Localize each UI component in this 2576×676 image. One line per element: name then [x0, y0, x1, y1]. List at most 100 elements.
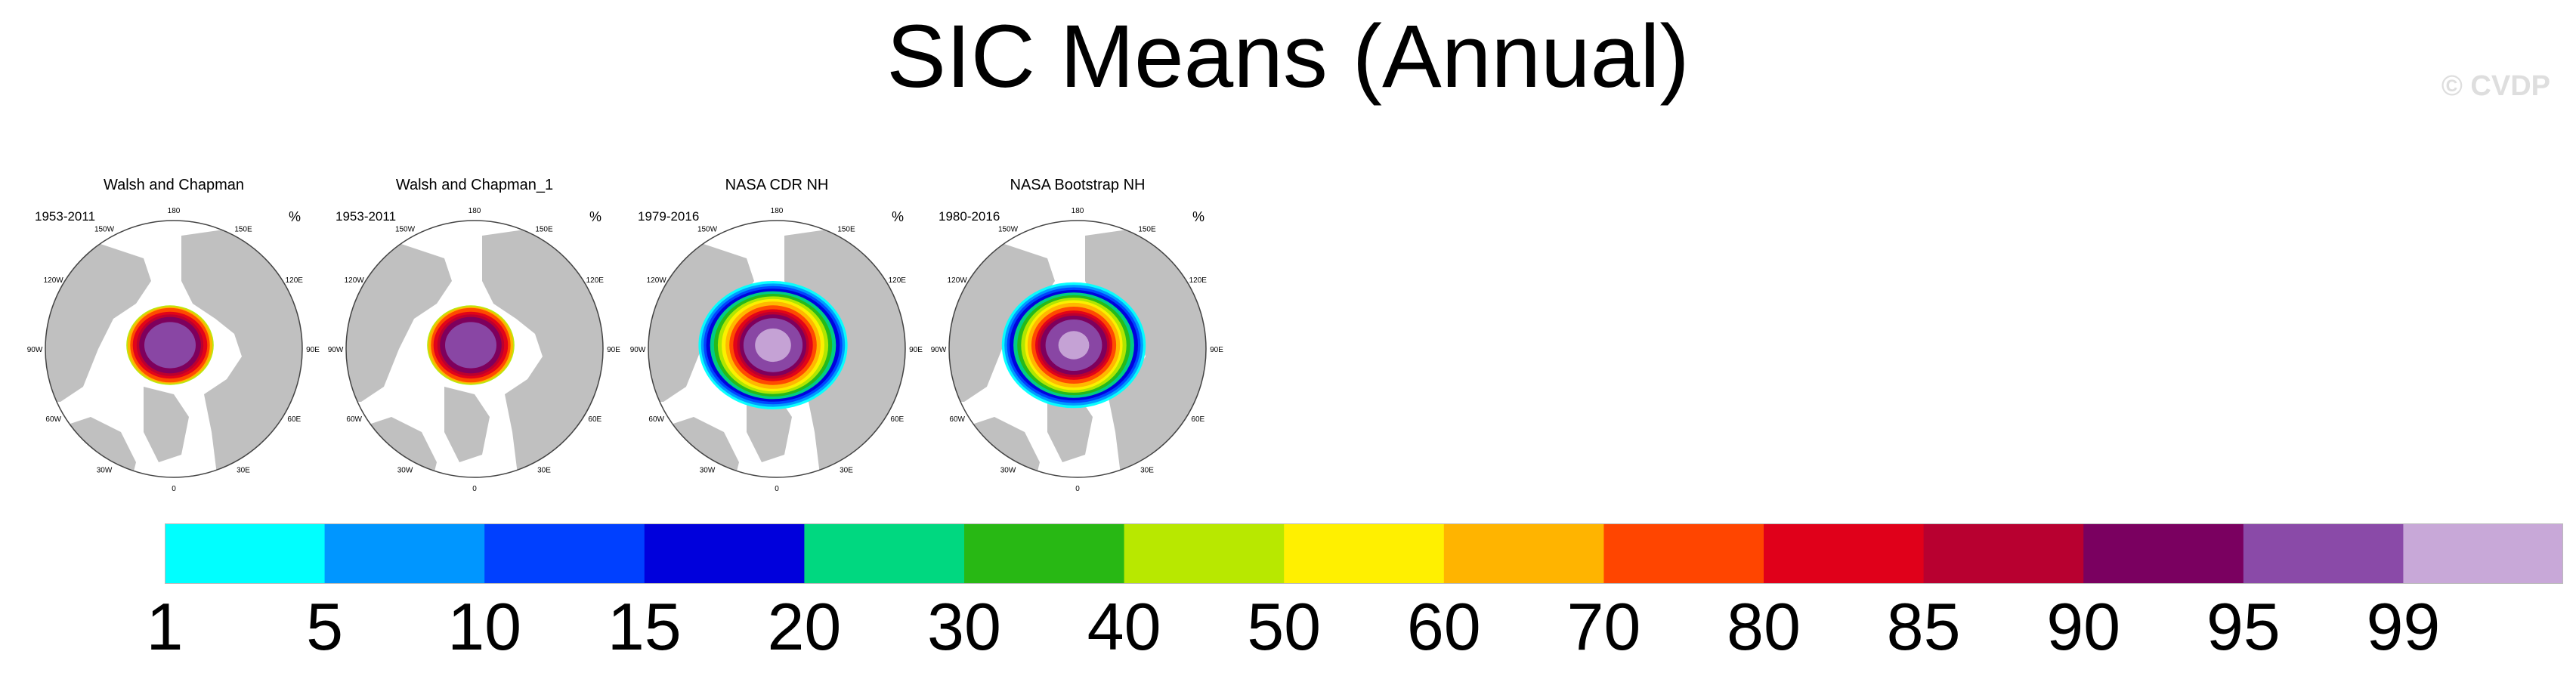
colorbar-label: 15 [607, 589, 682, 664]
colorbar-box [644, 523, 805, 584]
colorbar-label: 60 [1406, 589, 1481, 664]
graticule-label: 30E [1140, 466, 1154, 474]
graticule-label: 30E [840, 466, 853, 474]
colorbar-label: 10 [447, 589, 522, 664]
panel-title: Walsh and Chapman [103, 177, 245, 193]
sic-band-99 [1058, 331, 1090, 360]
colorbar-box [2403, 523, 2563, 584]
graticule-label: 0 [1075, 485, 1080, 493]
sic-band-95 [144, 322, 196, 369]
graticule-label: 30E [537, 466, 551, 474]
map-panel: Walsh and Chapman 1953-2011% 180 150E 120E 90… [27, 175, 320, 493]
graticule-label: 120W [647, 276, 667, 285]
colorbar-label: 85 [1886, 589, 1961, 664]
map-panel: NASA CDR NH 1979-2016% 180 150E 120E 90E 60E 30… [630, 175, 923, 493]
panel-title: Walsh and Chapman_1 [395, 177, 554, 193]
graticule-label: 30W [700, 466, 716, 474]
colorbar-box [2083, 523, 2244, 584]
colorbar-box [165, 523, 326, 584]
colorbar-frame [165, 523, 2563, 584]
graticule-label: 90E [607, 346, 620, 354]
colorbar-label: 5 [306, 589, 344, 664]
graticule-label: 120E [586, 276, 605, 285]
graticule-label: 0 [172, 485, 176, 493]
panel-unit: % [589, 209, 601, 224]
colorbar-box [484, 523, 645, 584]
graticule-label: 90W [630, 346, 646, 354]
land-mass [144, 387, 189, 462]
colorbar-label: 80 [1727, 589, 1801, 664]
panel-years: 1979-2016 [638, 209, 700, 224]
figure-title: SIC Means (Annual) [886, 7, 1690, 106]
panel-unit: % [891, 209, 904, 224]
graticule-label: 120E [889, 276, 907, 285]
graticule-label: 90W [931, 346, 947, 354]
graticule-label: 180 [1072, 207, 1084, 215]
panel-title: NASA CDR NH [725, 177, 829, 193]
graticule-label: 90W [27, 346, 43, 354]
colorbar-label: 30 [927, 589, 1001, 664]
cvdp-watermark: © CVDP [2441, 70, 2550, 102]
graticule-label: 120W [345, 276, 365, 285]
colorbar-label: 1 [146, 589, 184, 664]
colorbar-label: 50 [1247, 589, 1322, 664]
colorbar [165, 523, 2563, 584]
colorbar-box [964, 523, 1125, 584]
graticule-label: 120W [44, 276, 64, 285]
map-panel: Walsh and Chapman_1 1953-2011% 180 150E 120E… [328, 175, 621, 493]
graticule-label: 180 [168, 207, 181, 215]
colorbar-box [324, 523, 485, 584]
panel-years: 1953-2011 [336, 209, 397, 224]
graticule-label: 90E [1210, 346, 1223, 354]
colorbar-svg [165, 523, 2563, 584]
graticule-label: 60W [45, 415, 61, 424]
colorbar-box [1603, 523, 1764, 584]
graticule-label: 150E [1138, 226, 1156, 234]
panel-years: 1953-2011 [35, 209, 96, 224]
graticule-label: 30E [237, 466, 250, 474]
map-boundary [948, 220, 1207, 478]
graticule-label: 180 [469, 207, 481, 215]
colorbar-box [1284, 523, 1445, 584]
graticule-label: 90E [909, 346, 923, 354]
graticule-label: 150E [837, 226, 855, 234]
panel-years: 1980-2016 [939, 209, 1000, 224]
graticule-label: 60E [588, 415, 601, 424]
map-boundary [345, 220, 604, 478]
graticule-label: 60E [287, 415, 301, 424]
graticule-label: 150W [395, 226, 416, 234]
colorbar-box [1764, 523, 1925, 584]
polar-map: 180 150E 120E 90E 60E 30E 0 30W 60W 90W 120W 150W [931, 207, 1224, 493]
graticule-label: 120W [948, 276, 968, 285]
graticule-label: 60W [648, 415, 664, 424]
land-mass [444, 387, 490, 462]
polar-map: 180 150E 120E 90E 60E 30E 0 30W 60W 90W 120W 150W [27, 207, 320, 493]
graticule-label: 60E [1191, 415, 1205, 424]
colorbar-box [1443, 523, 1604, 584]
panel-unit: % [1192, 209, 1205, 224]
graticule-label: 150W [697, 226, 718, 234]
graticule-label: 0 [472, 485, 477, 493]
colorbar-box [1124, 523, 1285, 584]
graticule-label: 120E [286, 276, 304, 285]
colorbar-label: 99 [2366, 589, 2441, 664]
colorbar-label: 95 [2206, 589, 2281, 664]
colorbar-labels: 1 5 10 15 20 30 40 50 60 70 80 85 90 95 99 [0, 591, 2576, 666]
graticule-label: 30W [397, 466, 413, 474]
graticule-label: 150W [998, 226, 1019, 234]
sic-band-99 [755, 328, 791, 363]
panel-title: NASA Bootstrap NH [1010, 177, 1146, 193]
graticule-label: 60W [346, 415, 362, 424]
panel-unit: % [288, 209, 301, 224]
polar-map: 180 150E 120E 90E 60E 30E 0 30W 60W 90W 120W 150W [630, 207, 923, 493]
colorbar-label: 40 [1087, 589, 1161, 664]
graticule-label: 150E [234, 226, 252, 234]
graticule-label: 60W [949, 415, 965, 424]
polar-map: 180 150E 120E 90E 60E 30E 0 30W 60W 90W 120W 150W [328, 207, 621, 493]
colorbar-label: 90 [2046, 589, 2121, 664]
map-panel: NASA Bootstrap NH 1980-2016% 180 150E 120E 90… [931, 175, 1224, 493]
colorbar-label: 70 [1566, 589, 1641, 664]
graticule-label: 0 [775, 485, 779, 493]
map-boundary [45, 220, 303, 478]
graticule-label: 150W [94, 226, 115, 234]
